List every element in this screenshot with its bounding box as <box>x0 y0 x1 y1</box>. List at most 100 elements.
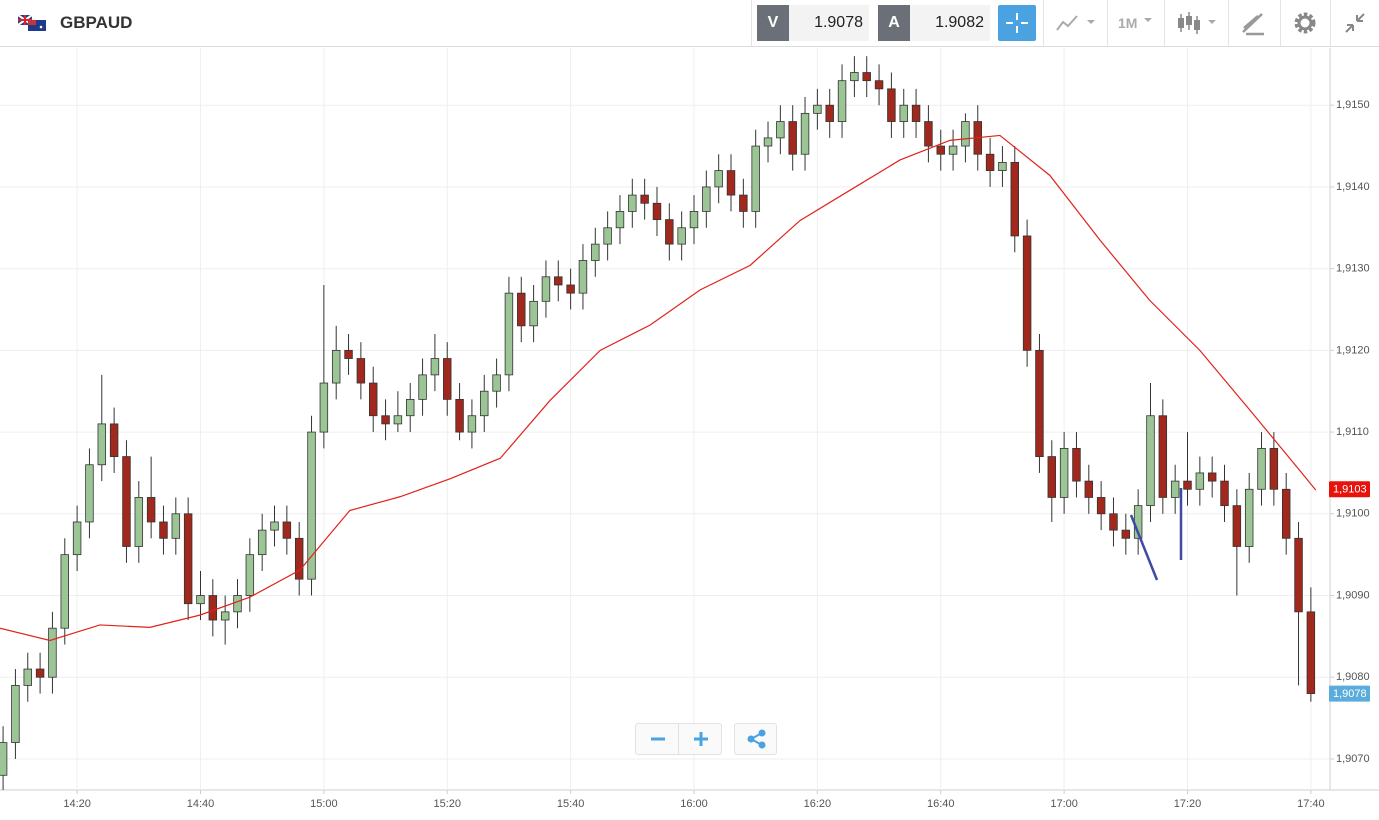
candle-body <box>1294 537 1303 613</box>
separator <box>1228 0 1229 46</box>
symbol: GBPAUD <box>60 13 133 32</box>
price-marker-label: 1,9103 <box>1333 484 1367 496</box>
candle-body <box>1096 497 1106 515</box>
candle-body <box>480 390 489 417</box>
zoom-in-button[interactable] <box>678 723 722 755</box>
drawing-line[interactable] <box>1129 514 1159 581</box>
candle-body <box>517 292 526 327</box>
candle-body <box>1232 505 1242 547</box>
candle-body <box>763 137 773 147</box>
candle-body <box>776 121 785 139</box>
candle-body <box>307 431 316 580</box>
y-tick-label: 1,9150 <box>1336 99 1370 111</box>
candle-body <box>1306 611 1316 694</box>
candle-body <box>196 595 205 605</box>
candle-body <box>85 464 94 523</box>
buy-label[interactable]: A <box>878 5 910 41</box>
candle-body <box>850 72 859 82</box>
x-tick-label: 16:00 <box>680 798 708 810</box>
y-tick-label: 1,9130 <box>1336 263 1370 275</box>
indicator-button[interactable] <box>1055 12 1100 34</box>
sell-price[interactable]: 1.9078 <box>789 5 869 41</box>
x-tick-label: 15:20 <box>433 798 461 810</box>
candle-body <box>751 145 760 212</box>
candle-body <box>1195 472 1205 490</box>
candle-body <box>603 227 612 245</box>
share-button[interactable] <box>734 723 777 755</box>
collapse-button[interactable] <box>1343 11 1369 37</box>
separator <box>1330 0 1331 46</box>
candle-body <box>1121 529 1131 539</box>
price-marker <box>1329 685 1370 702</box>
buy-price[interactable]: 1.9082 <box>910 5 990 41</box>
share-icon <box>747 729 766 749</box>
candle-body <box>430 358 440 376</box>
minus-icon <box>651 737 665 741</box>
candle-body <box>171 513 181 539</box>
candle-body <box>1035 349 1044 457</box>
candle-body <box>837 80 847 122</box>
candle-body <box>998 162 1007 171</box>
candle-body <box>1084 480 1094 498</box>
candle-body <box>813 104 822 114</box>
candle-body <box>1158 415 1168 498</box>
candle-body <box>825 104 834 122</box>
candle-body <box>702 186 711 212</box>
candle-body <box>455 398 464 433</box>
candle-body <box>35 668 45 678</box>
separator <box>1043 0 1044 46</box>
candle-body <box>985 153 995 171</box>
candle-body <box>887 88 896 122</box>
x-tick-label: 17:40 <box>1297 798 1325 810</box>
candle-body <box>294 537 304 580</box>
candle-body <box>1183 480 1192 490</box>
candle-body <box>233 595 242 613</box>
y-tick-label: 1,9110 <box>1336 426 1369 438</box>
candle-body <box>245 554 255 596</box>
candle-body <box>541 276 551 302</box>
y-tick-label: 1,9120 <box>1336 344 1370 356</box>
candle-body <box>665 219 674 245</box>
candle-body <box>615 211 625 229</box>
candle-body <box>23 668 32 686</box>
candle-body <box>788 121 797 155</box>
candle-body <box>220 611 230 621</box>
candle-body <box>714 170 723 188</box>
y-tick-label: 1,9070 <box>1336 753 1370 765</box>
chart-type-button[interactable] <box>1176 10 1221 36</box>
candle-body <box>393 415 403 425</box>
candle-body <box>183 513 193 605</box>
dropdown-arrow[interactable] <box>1142 12 1156 34</box>
candle-body <box>282 521 292 539</box>
flag-icon <box>18 15 46 31</box>
candle-body <box>60 554 69 629</box>
candle-body <box>381 415 390 425</box>
candle-body <box>134 497 144 547</box>
y-tick-label: 1,9100 <box>1336 508 1370 520</box>
price-marker <box>1329 481 1370 498</box>
candle-body <box>640 194 649 204</box>
draw-button[interactable] <box>1240 10 1268 36</box>
candle-body <box>739 194 748 212</box>
axes: 1,9070 1,9080 1,9090 1,9100 1,9110 1,9120 1,91… <box>63 99 1370 810</box>
candle-body <box>1010 162 1019 237</box>
candle-body <box>270 521 279 531</box>
candle-body <box>924 121 933 147</box>
crosshair-button[interactable] <box>998 5 1036 41</box>
candle-body <box>874 80 884 90</box>
candle-body <box>48 627 57 678</box>
candle-body <box>443 358 452 400</box>
sell-label[interactable]: V <box>757 5 789 41</box>
timeframe[interactable]: 1M <box>1118 15 1138 31</box>
zoom-out-button[interactable] <box>635 723 679 755</box>
candle-body <box>344 349 353 359</box>
x-tick-label: 15:00 <box>310 798 338 810</box>
candle-body <box>566 284 575 294</box>
candle-body <box>1022 235 1032 351</box>
candle-body <box>319 382 329 433</box>
settings-button[interactable] <box>1292 10 1318 36</box>
separator <box>1280 0 1281 46</box>
candle-body <box>1072 448 1081 482</box>
x-tick-label: 17:00 <box>1050 798 1078 810</box>
x-tick-label: 14:40 <box>187 798 215 810</box>
